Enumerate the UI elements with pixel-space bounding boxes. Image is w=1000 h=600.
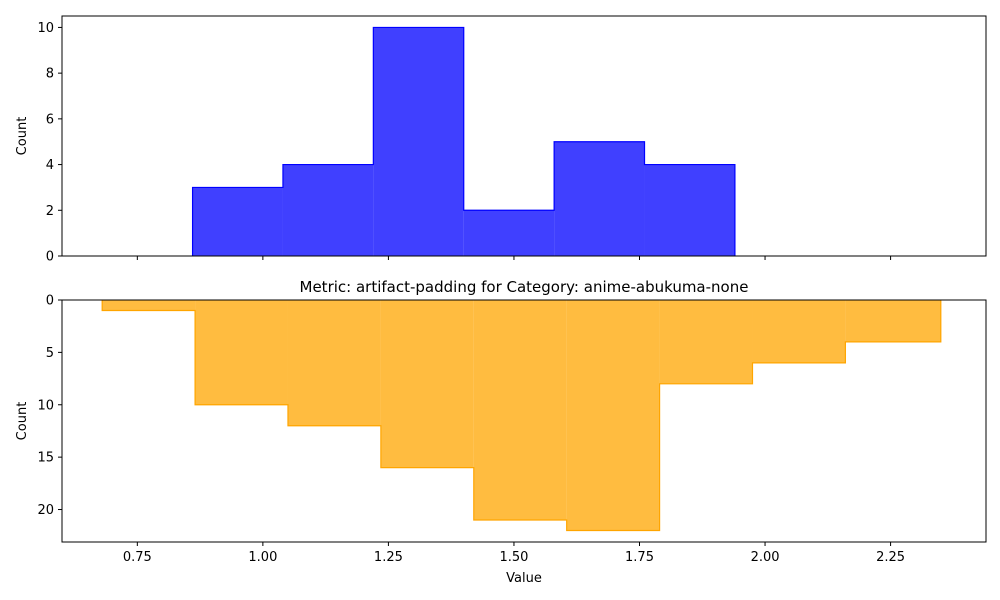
bottom-x-tick-label: 2.25 (876, 550, 905, 565)
bottom-histogram-bar (845, 300, 941, 342)
bottom-chart-title: Metric: artifact-padding for Category: a… (300, 278, 749, 296)
bottom-histogram-bar (659, 300, 753, 384)
bottom-x-tick-label: 1.50 (499, 550, 528, 565)
top-y-tick-label: 2 (46, 204, 54, 219)
bottom-histogram-bar (380, 300, 474, 468)
bottom-histogram-bar (473, 300, 567, 520)
top-y-tick-label: 10 (37, 21, 54, 36)
bottom-y-axis-ticks: 0 5 10 15 20 (37, 294, 62, 518)
top-histogram-bar (373, 27, 464, 256)
top-y-tick-label: 0 (46, 250, 54, 265)
bottom-histogram-bar (195, 300, 288, 405)
top-histogram-bar (554, 141, 645, 256)
top-histogram-bar (192, 187, 283, 256)
top-histogram-bar (644, 164, 735, 256)
bottom-histogram-panel: Metric: artifact-padding for Category: a… (15, 278, 987, 586)
bottom-y-tick-label: 20 (37, 503, 54, 518)
bottom-x-tick-label: 2.00 (751, 550, 780, 565)
bottom-histogram-bar (566, 300, 660, 531)
bottom-histogram-outline (101, 300, 942, 532)
top-histogram-panel: 0 2 4 6 8 10 Count (15, 15, 987, 265)
bottom-axes-frame (61, 299, 987, 543)
bottom-y-axis-label: Count (15, 402, 30, 441)
bottom-histogram-series (101, 300, 942, 532)
top-axes-frame (61, 15, 987, 257)
bottom-y-tick-label: 0 (46, 294, 54, 309)
bottom-x-tick-label: 0.75 (123, 550, 152, 565)
top-y-axis-ticks: 0 2 4 6 8 10 (37, 21, 62, 265)
top-histogram-outline (191, 26, 736, 256)
top-y-axis-label: Count (15, 117, 30, 156)
bottom-histogram-bar (752, 300, 846, 363)
top-y-tick-label: 8 (46, 67, 54, 82)
top-y-tick-label: 6 (46, 112, 54, 127)
bottom-y-tick-label: 15 (37, 451, 54, 466)
bottom-histogram-bar (102, 300, 196, 311)
bottom-x-axis-ticks: 0.75 1.00 1.25 1.50 1.75 2.00 2.25 (123, 542, 905, 565)
top-histogram-bar (282, 164, 374, 256)
top-histogram-bar (463, 210, 555, 256)
bottom-x-tick-label: 1.00 (248, 550, 277, 565)
top-x-axis-ticks (136, 256, 892, 260)
bottom-histogram-bar (287, 300, 381, 426)
bottom-x-tick-label: 1.75 (625, 550, 654, 565)
bottom-x-tick-label: 1.25 (374, 550, 403, 565)
bottom-y-tick-label: 10 (37, 398, 54, 413)
top-y-tick-label: 4 (46, 158, 54, 173)
top-histogram-series (191, 26, 736, 256)
bottom-y-tick-label: 5 (46, 346, 54, 361)
bottom-x-axis-label: Value (506, 571, 542, 586)
